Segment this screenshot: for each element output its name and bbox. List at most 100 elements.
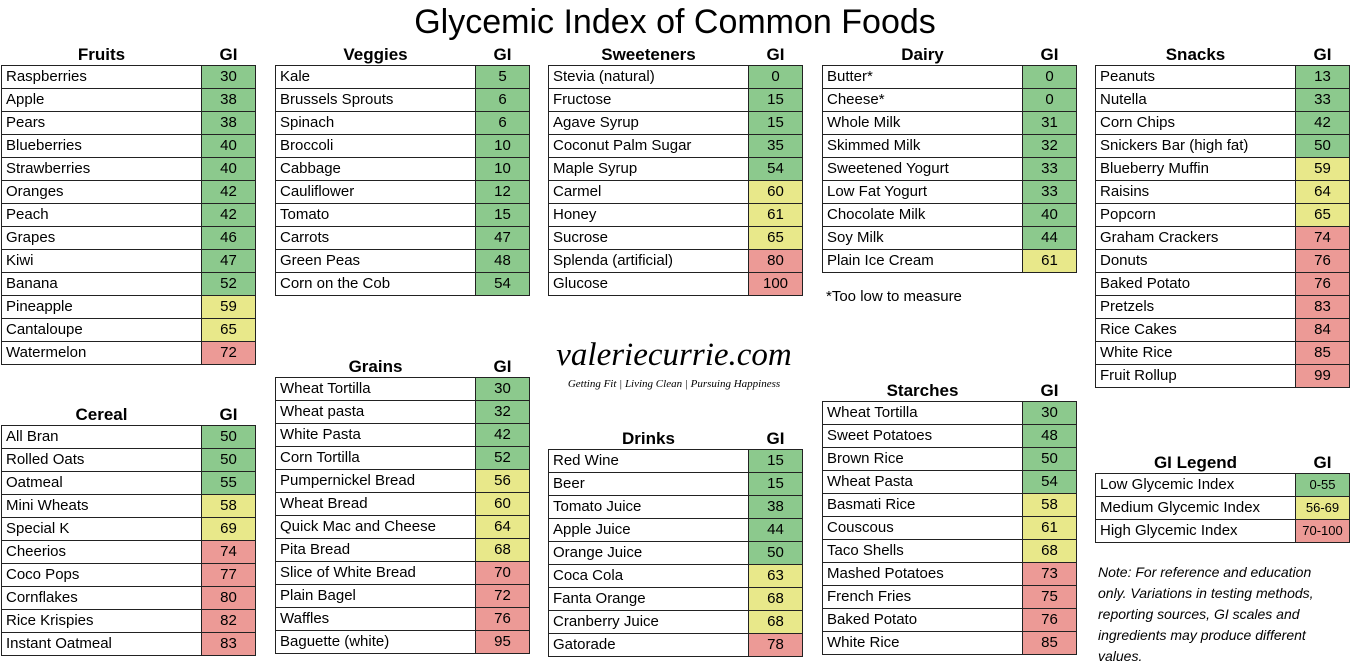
gi-value: 30 [475, 377, 530, 401]
food-name: Wheat Tortilla [275, 377, 476, 401]
table-header-row: Fruits GI [2, 41, 256, 66]
food-name: Slice of White Bread [275, 561, 476, 585]
gi-column-header: GI [1040, 381, 1059, 400]
table-row: Low Fat Yogurt 33 [822, 180, 1077, 204]
table-row: Cheerios 74 [1, 540, 256, 564]
table-row: White Pasta 42 [275, 423, 530, 447]
gi-legend-table: GI Legend GI Low Glycemic Index 0-55 Medium … [1095, 449, 1350, 543]
food-name: Tomato Juice [548, 495, 749, 519]
gi-value: 42 [201, 180, 256, 204]
food-name: Cranberry Juice [548, 610, 749, 634]
food-name: Brown Rice [822, 447, 1023, 471]
table-row: Couscous 61 [822, 516, 1077, 540]
gi-value: 32 [1022, 134, 1077, 158]
food-name: Special K [1, 517, 202, 541]
food-name: Fanta Orange [548, 587, 749, 611]
gi-value: 83 [1295, 295, 1350, 319]
gi-value: 38 [748, 495, 803, 519]
food-name: Donuts [1095, 249, 1296, 273]
food-name: Couscous [822, 516, 1023, 540]
food-name: Rolled Oats [1, 448, 202, 472]
table-row: Corn on the Cob 54 [275, 272, 530, 296]
table-row: Baked Potato 76 [822, 608, 1077, 632]
table-row: Honey 61 [548, 203, 803, 227]
table-row: Pears 38 [1, 111, 256, 135]
table-header-row: Veggies GI [276, 41, 530, 66]
gi-value: 65 [748, 226, 803, 250]
gi-value: 47 [201, 249, 256, 273]
gi-value: 0 [1022, 88, 1077, 112]
gi-value: 6 [475, 111, 530, 135]
table-row: Sucrose 65 [548, 226, 803, 250]
table-row: Cheese* 0 [822, 88, 1077, 112]
gi-value: 59 [201, 295, 256, 319]
dairy-table: Dairy GI Butter* 0 Cheese* 0 Whole Milk 31 Skimm… [822, 41, 1077, 273]
food-name: Coca Cola [548, 564, 749, 588]
food-name: Waffles [275, 607, 476, 631]
table-row: Strawberries 40 [1, 157, 256, 181]
table-row: Special K 69 [1, 517, 256, 541]
gi-value: 60 [475, 492, 530, 516]
table-row: Popcorn 65 [1095, 203, 1350, 227]
food-name: Peanuts [1095, 65, 1296, 89]
table-row: Quick Mac and Cheese 64 [275, 515, 530, 539]
food-name: Cabbage [275, 157, 476, 181]
food-name: Pretzels [1095, 295, 1296, 319]
food-name: Strawberries [1, 157, 202, 181]
starches-table: Starches GI Wheat Tortilla 30 Sweet Potatoes… [822, 377, 1077, 655]
food-name: Quick Mac and Cheese [275, 515, 476, 539]
food-name: Maple Syrup [548, 157, 749, 181]
table-row: Plain Bagel 72 [275, 584, 530, 608]
food-name: Grapes [1, 226, 202, 250]
gi-column-header: GI [493, 45, 512, 64]
table-header-row: Drinks GI [549, 425, 803, 450]
gi-value: 77 [201, 563, 256, 587]
table-row: Plain Ice Cream 61 [822, 249, 1077, 273]
food-name: Fruit Rollup [1095, 364, 1296, 388]
gi-value: 31 [1022, 111, 1077, 135]
food-name: Broccoli [275, 134, 476, 158]
gi-value: 73 [1022, 562, 1077, 586]
food-name: Pears [1, 111, 202, 135]
food-name: Wheat Bread [275, 492, 476, 516]
table-row: Carmel 60 [548, 180, 803, 204]
gi-value: 50 [748, 541, 803, 565]
food-name: Blueberry Muffin [1095, 157, 1296, 181]
table-header-row: Cereal GI [2, 401, 256, 426]
food-name: Medium Glycemic Index [1095, 496, 1296, 520]
table-row: Graham Crackers 74 [1095, 226, 1350, 250]
gi-value: 70-100 [1295, 519, 1350, 543]
gi-value: 47 [475, 226, 530, 250]
gi-value: 74 [201, 540, 256, 564]
food-name: Beer [548, 472, 749, 496]
gi-value: 50 [201, 425, 256, 449]
gi-column-header: GI [766, 429, 785, 448]
table-row: Pineapple 59 [1, 295, 256, 319]
food-name: Rice Cakes [1095, 318, 1296, 342]
gi-value: 65 [1295, 203, 1350, 227]
drinks-table: Drinks GI Red Wine 15 Beer 15 Tomato Juice 38 Ap… [548, 425, 803, 657]
gi-value: 60 [748, 180, 803, 204]
gi-value: 44 [748, 518, 803, 542]
gi-value: 52 [201, 272, 256, 296]
gi-value: 68 [1022, 539, 1077, 563]
table-row: Waffles 76 [275, 607, 530, 631]
table-row: Brown Rice 50 [822, 447, 1077, 471]
table-row: Splenda (artificial) 80 [548, 249, 803, 273]
food-name: Rice Krispies [1, 609, 202, 633]
table-row: White Rice 85 [1095, 341, 1350, 365]
food-name: Baked Potato [1095, 272, 1296, 296]
table-row: Rolled Oats 50 [1, 448, 256, 472]
food-name: Tomato [275, 203, 476, 227]
gi-value: 52 [475, 446, 530, 470]
table-row: Skimmed Milk 32 [822, 134, 1077, 158]
table-row: Pumpernickel Bread 56 [275, 469, 530, 493]
table-row: White Rice 85 [822, 631, 1077, 655]
category-title: GI Legend [1153, 453, 1238, 472]
food-name: Orange Juice [548, 541, 749, 565]
gi-value: 50 [1295, 134, 1350, 158]
category-title: Grains [348, 357, 403, 376]
table-row: Wheat Bread 60 [275, 492, 530, 516]
table-row: Stevia (natural) 0 [548, 65, 803, 89]
food-name: Splenda (artificial) [548, 249, 749, 273]
